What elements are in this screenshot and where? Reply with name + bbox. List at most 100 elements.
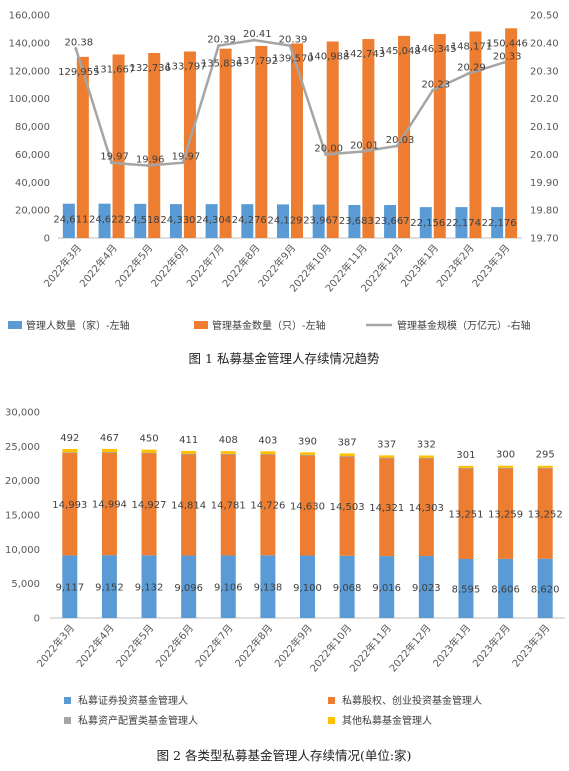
x-tick-label: 2022年9月 [272, 622, 315, 670]
y-tick-label: 15,000 [5, 511, 40, 522]
data-label-securities-manager: 9,096 [174, 583, 203, 594]
data-label-fund-count: 139,570 [272, 53, 313, 64]
bar-manager-count [62, 203, 75, 238]
bar-other-manager [181, 450, 197, 454]
data-label-fund-count: 132,736 [130, 63, 171, 74]
y-right-tick-label: 20.50 [530, 11, 559, 22]
data-label-pe-vc-manager: 14,726 [250, 501, 285, 512]
y-tick-label: 25,000 [5, 442, 40, 453]
data-label-securities-manager: 9,138 [254, 583, 283, 594]
data-label-securities-manager: 8,606 [491, 584, 520, 595]
data-label-other-manager: 403 [258, 435, 277, 446]
bar-manager-count [384, 205, 397, 238]
bar-pe-vc-manager [181, 453, 197, 556]
data-label-securities-manager: 8,595 [452, 584, 481, 595]
legend-label-fund-count: 管理基金数量（只）-左轴 [212, 319, 326, 332]
data-label-other-manager: 301 [456, 450, 475, 461]
legend-swatch-pe-vc-manager [328, 697, 335, 704]
bar-securities-manager [418, 556, 434, 618]
bar-other-manager [498, 465, 514, 468]
line-point-fund-aum [74, 46, 78, 50]
bar-securities-manager [62, 555, 78, 618]
x-tick-label: 2022年6月 [153, 622, 196, 670]
data-label-fund-count: 150,446 [486, 38, 527, 49]
bar-pe-vc-manager [260, 454, 276, 556]
bar-asset-allocation-manager [260, 454, 276, 455]
data-label-pe-vc-manager: 14,781 [211, 501, 246, 512]
bar-securities-manager [181, 555, 197, 618]
bar-fund-count [505, 28, 518, 238]
data-label-fund-count: 142,743 [344, 49, 385, 60]
bar-manager-count [455, 207, 468, 238]
chart-caption: 图 1 私募基金管理人存续情况趋势 [189, 351, 380, 366]
bar-pe-vc-manager [339, 456, 355, 556]
data-label-fund-aum: 20.38 [65, 37, 94, 48]
bar-other-manager [537, 465, 553, 468]
data-label-other-manager: 295 [536, 450, 555, 461]
bar-securities-manager [339, 555, 355, 618]
bar-manager-count [134, 203, 147, 238]
x-tick-label: 2023年3月 [509, 622, 552, 670]
line-point-fund-aum [359, 150, 363, 154]
data-label-fund-count: 135,836 [201, 59, 242, 70]
bar-asset-allocation-manager [339, 456, 355, 457]
bar-asset-allocation-manager [141, 452, 157, 454]
bar-fund-count [183, 51, 196, 238]
bar-pe-vc-manager [379, 457, 395, 557]
bar-manager-count [348, 204, 361, 238]
bar-other-manager [141, 449, 157, 453]
bar-fund-count [469, 31, 482, 239]
legend-label-fund-aum: 管理基金规模（万亿元）-右轴 [397, 319, 531, 332]
bar-asset-allocation-manager [537, 467, 553, 469]
data-label-other-manager: 492 [60, 433, 79, 444]
bar-securities-manager [101, 555, 117, 618]
y-tick-label: 0 [34, 614, 40, 625]
line-point-fund-aum [252, 38, 256, 42]
y-right-tick-label: 20.10 [530, 122, 559, 133]
bar-pe-vc-manager [220, 453, 236, 556]
data-label-pe-vc-manager: 13,259 [488, 509, 523, 520]
bar-other-manager [339, 453, 355, 457]
bar-securities-manager [141, 555, 157, 618]
data-label-pe-vc-manager: 14,927 [132, 500, 167, 511]
data-label-fund-aum: 20.23 [421, 79, 450, 90]
data-label-fund-aum: 19.96 [136, 155, 165, 166]
y-left-tick-label: 40,000 [15, 178, 50, 189]
bar-asset-allocation-manager [101, 452, 117, 453]
line-point-fund-aum [217, 44, 221, 48]
legend-label-other-manager: 其他私募基金管理人 [342, 714, 432, 727]
bar-asset-allocation-manager [220, 453, 236, 455]
y-left-tick-label: 120,000 [9, 66, 50, 77]
x-tick-label: 2022年3月 [34, 622, 77, 670]
x-tick-label: 2023年2月 [470, 622, 513, 670]
data-label-fund-aum: 20.33 [493, 51, 522, 62]
bar-manager-count [205, 204, 218, 238]
bar-other-manager [379, 455, 395, 458]
data-label-manager-count: 23,967 [303, 216, 338, 227]
y-tick-label: 20,000 [5, 476, 40, 487]
bar-pe-vc-manager [62, 452, 78, 556]
data-label-other-manager: 408 [219, 435, 238, 446]
bar-asset-allocation-manager [498, 467, 514, 469]
data-label-securities-manager: 9,132 [135, 583, 164, 594]
bar-asset-allocation-manager [300, 454, 315, 456]
data-label-securities-manager: 9,068 [333, 583, 362, 594]
data-label-manager-count: 22,174 [446, 218, 481, 229]
data-label-fund-aum: 19.97 [100, 152, 129, 163]
bar-pe-vc-manager [300, 455, 315, 556]
data-label-fund-count: 145,048 [379, 46, 420, 57]
y-right-tick-label: 19.70 [530, 234, 559, 245]
data-label-pe-vc-manager: 13,251 [448, 509, 483, 520]
data-label-pe-vc-manager: 14,994 [92, 500, 127, 511]
bar-fund-count [112, 54, 125, 238]
data-label-pe-vc-manager: 14,630 [290, 501, 325, 512]
bar-other-manager [458, 465, 474, 468]
data-label-manager-count: 24,129 [268, 215, 303, 226]
y-right-tick-label: 20.40 [530, 38, 559, 49]
data-label-fund-count: 140,988 [308, 51, 349, 62]
legend-swatch-asset-allocation-manager [64, 717, 71, 724]
data-label-other-manager: 450 [139, 434, 158, 445]
y-tick-label: 30,000 [5, 408, 40, 419]
line-point-fund-aum [324, 152, 328, 156]
y-right-tick-label: 20.20 [530, 94, 559, 105]
